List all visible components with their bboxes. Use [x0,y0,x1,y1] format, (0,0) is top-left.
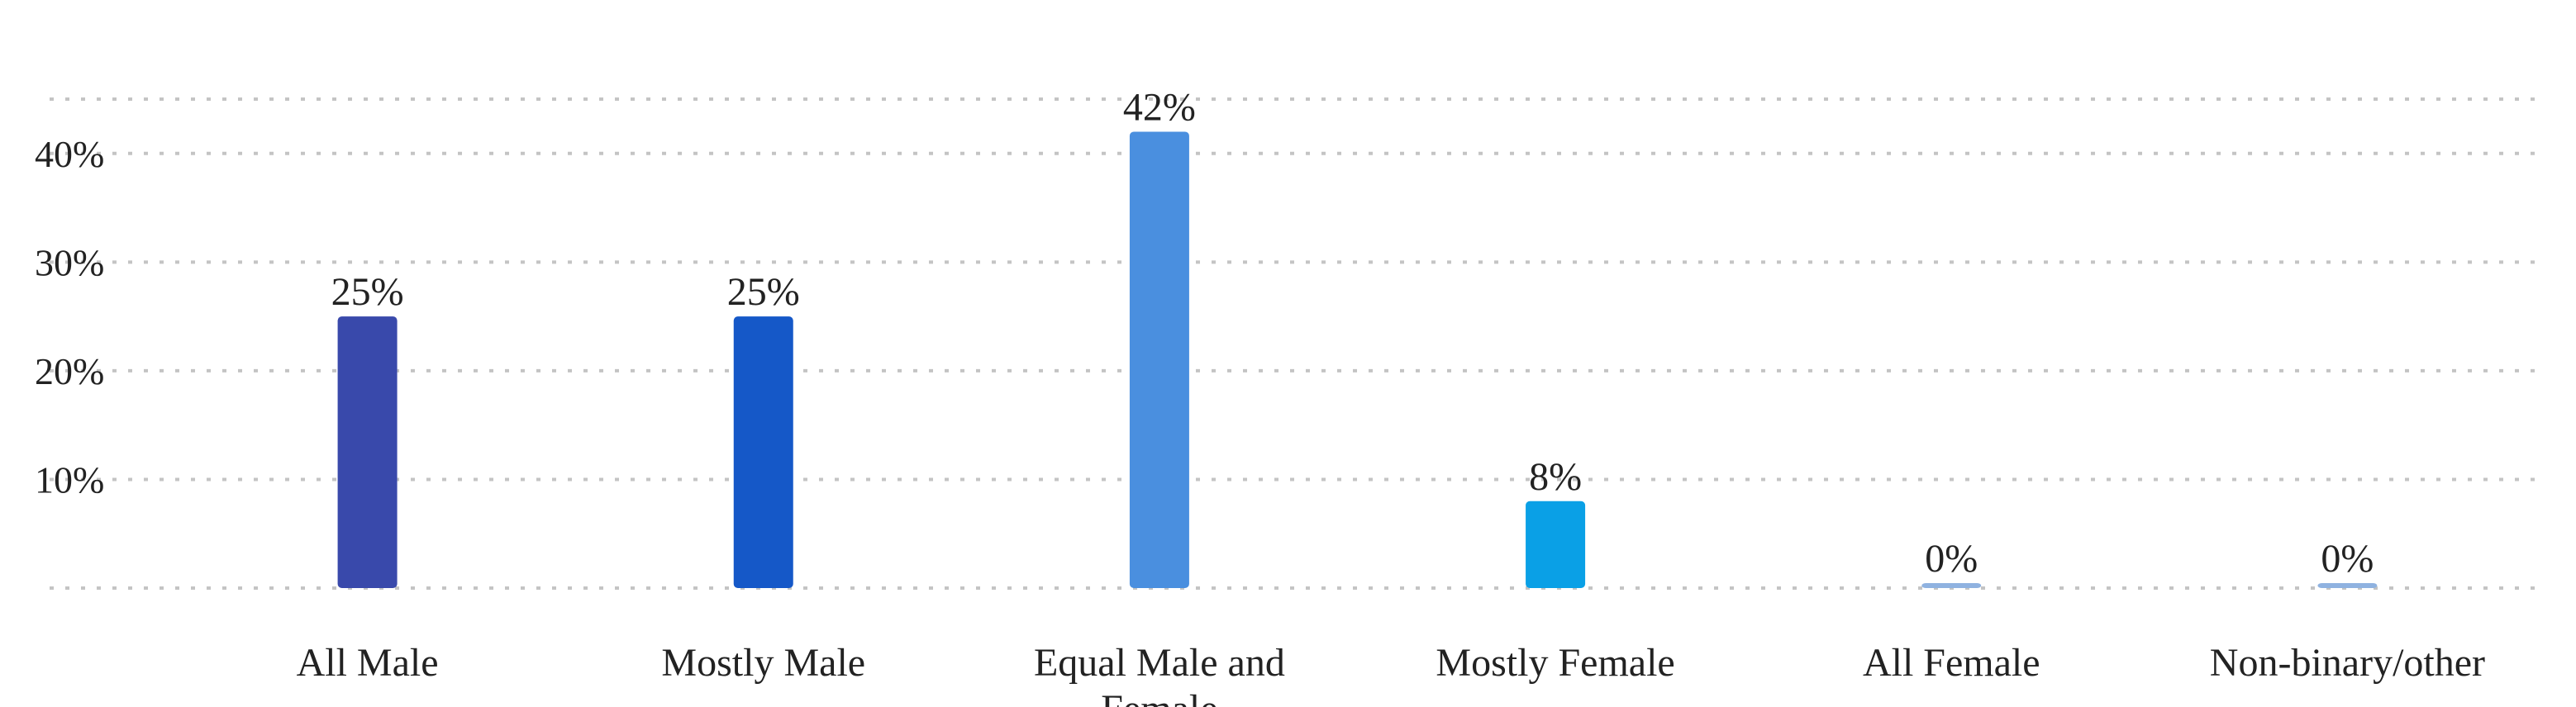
bar [733,316,793,588]
category-label-line: Mostly Male [661,641,865,685]
y-tick-label: 40% [35,133,104,175]
data-label: 42% [1123,85,1196,129]
data-label: 25% [727,270,800,314]
y-tick-label: 10% [35,458,104,501]
category-label-line: Non-binary/other [2210,641,2485,685]
category-label-line: Female [1101,687,1217,707]
data-labels: 25% 25% 42% 8% 0% 0% [331,85,2374,581]
category-label: All Female [1863,641,2040,685]
category-label: All Male [297,641,439,685]
bars [337,131,2378,588]
data-label: 0% [2321,537,2374,581]
category-label-line: Mostly Female [1436,641,1674,685]
category-label-line: All Male [297,641,439,685]
data-label: 0% [1925,537,1978,581]
data-label: 8% [1529,455,1582,499]
bar [1526,501,1586,588]
bar [1129,131,1189,588]
y-axis-tick-labels: 10% 20% 30% 40% [35,133,104,501]
category-label: Equal Male andFemale [1034,641,1285,707]
bar [2317,583,2378,588]
category-label: Mostly Male [661,641,865,685]
gridlines [50,97,2545,590]
y-tick-label: 30% [35,241,104,283]
category-label: Mostly Female [1436,641,1674,685]
bar [337,316,398,588]
x-axis-category-labels: All Male Mostly Male Equal Male andFemale M… [297,641,2485,707]
category-label: Non-binary/other [2210,641,2485,685]
y-tick-label: 20% [35,350,104,392]
bar [1921,583,1982,588]
category-label-line: Equal Male and [1034,641,1285,685]
category-label-line: All Female [1863,641,2040,685]
data-label: 25% [331,270,404,314]
